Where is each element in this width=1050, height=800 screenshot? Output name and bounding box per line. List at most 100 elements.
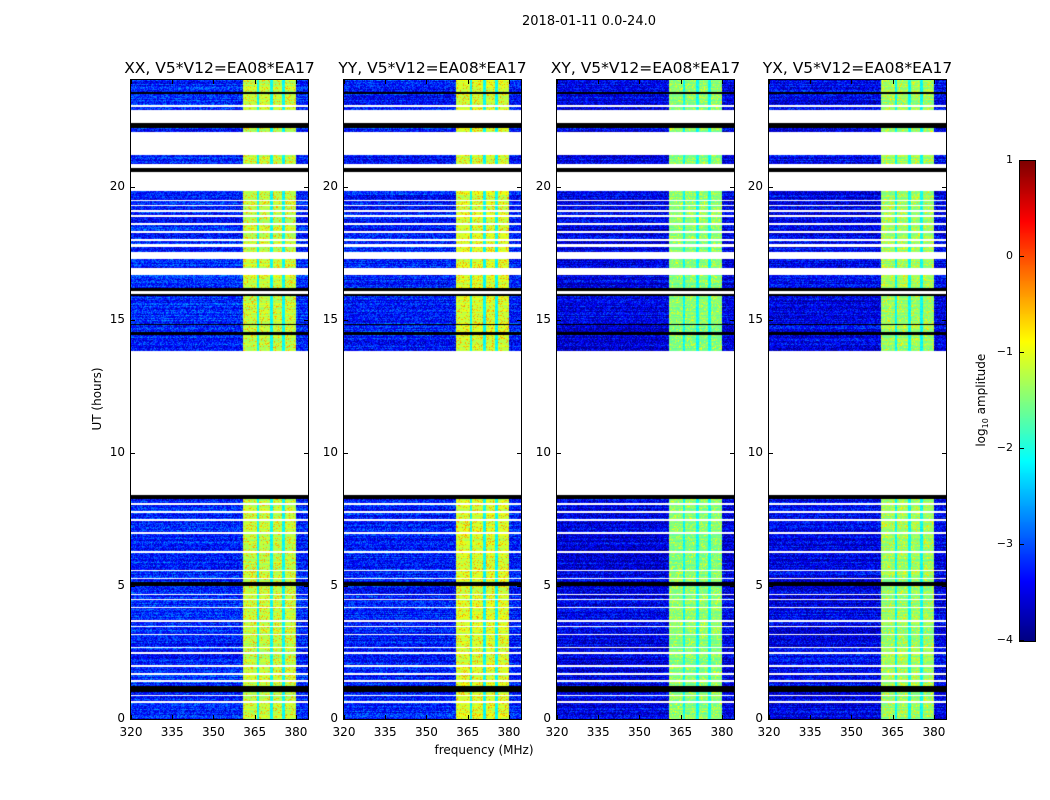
y-tick-label: 20	[535, 178, 551, 193]
y-tick-label: 20	[747, 178, 763, 193]
x-tick-mark	[680, 80, 682, 84]
y-tick-mark	[517, 452, 521, 454]
y-tick-mark	[304, 585, 308, 587]
y-tick-mark	[517, 186, 521, 188]
heatmap-image	[344, 80, 521, 719]
x-tick-mark	[769, 80, 770, 84]
colorbar-tick-mark	[1020, 160, 1024, 161]
y-tick-label: 10	[535, 444, 551, 459]
y-tick-mark	[344, 585, 348, 587]
x-axis-label: frequency (MHz)	[434, 743, 534, 757]
colorbar-tick-mark	[1020, 544, 1024, 545]
x-tick-label: 320	[119, 725, 143, 739]
x-tick-mark	[680, 715, 682, 719]
y-tick-mark	[304, 719, 308, 720]
y-tick-label: 0	[117, 711, 125, 725]
colorbar-tick-mark	[1020, 448, 1024, 449]
colorbar-tick-label: 0	[1006, 249, 1013, 262]
y-tick-label: 5	[543, 577, 551, 592]
x-tick-mark	[254, 715, 256, 719]
x-tick-mark	[721, 715, 723, 719]
x-tick-mark	[213, 715, 215, 719]
x-tick-mark	[131, 80, 132, 84]
x-tick-mark	[851, 80, 853, 84]
x-tick-label: 335	[160, 725, 184, 739]
colorbar-tick-mark	[1020, 640, 1024, 641]
y-axis-label: UT (hours)	[90, 367, 104, 431]
x-tick-mark	[344, 715, 345, 719]
y-tick-mark	[557, 585, 561, 587]
x-tick-mark	[892, 80, 894, 84]
heatmap-image	[557, 80, 734, 719]
x-tick-mark	[639, 715, 641, 719]
y-tick-label: 10	[109, 444, 125, 459]
x-tick-mark	[295, 80, 297, 84]
x-tick-mark	[213, 80, 215, 84]
figure-title: 2018-01-11 0.0-24.0	[522, 14, 656, 29]
y-tick-mark	[304, 319, 308, 321]
y-tick-mark	[769, 585, 773, 587]
y-tick-mark	[131, 186, 135, 188]
heatmap-image	[769, 80, 946, 719]
x-tick-label: 365	[456, 725, 480, 739]
y-tick-label: 20	[109, 178, 125, 193]
heatmap-panel-xy	[556, 79, 735, 720]
x-tick-mark	[467, 715, 469, 719]
x-tick-label: 320	[332, 725, 356, 739]
y-tick-mark	[517, 585, 521, 587]
colorbar-tick-label: 1	[1006, 153, 1013, 166]
x-tick-mark	[557, 715, 558, 719]
y-tick-label: 0	[755, 711, 763, 725]
x-tick-label: 320	[545, 725, 569, 739]
y-tick-mark	[557, 319, 561, 321]
colorbar-tick-label: −3	[996, 537, 1013, 550]
y-tick-mark	[344, 719, 348, 720]
y-tick-label: 5	[755, 577, 763, 592]
y-tick-mark	[557, 452, 561, 454]
panel-title: YY, V5*V12=EA08*EA17	[338, 59, 527, 77]
x-tick-mark	[385, 715, 387, 719]
x-tick-mark	[810, 715, 812, 719]
y-tick-mark	[730, 319, 734, 321]
x-tick-label: 320	[757, 725, 781, 739]
y-tick-mark	[304, 186, 308, 188]
y-tick-mark	[517, 719, 521, 720]
y-tick-mark	[942, 585, 946, 587]
x-tick-mark	[385, 80, 387, 84]
x-tick-label: 335	[373, 725, 397, 739]
panel-title: XY, V5*V12=EA08*EA17	[550, 59, 741, 77]
x-tick-mark	[933, 715, 935, 719]
x-tick-label: 380	[922, 725, 946, 739]
y-tick-mark	[131, 585, 135, 587]
panel-title: YX, V5*V12=EA08*EA17	[762, 59, 953, 77]
x-tick-mark	[598, 715, 600, 719]
x-tick-label: 335	[586, 725, 610, 739]
x-tick-mark	[426, 715, 428, 719]
x-tick-mark	[557, 80, 558, 84]
heatmap-image	[131, 80, 308, 719]
x-tick-label: 380	[710, 725, 734, 739]
y-tick-label: 0	[330, 711, 338, 725]
x-tick-label: 350	[628, 725, 651, 739]
y-tick-mark	[344, 319, 348, 321]
y-tick-label: 10	[322, 444, 338, 459]
colorbar	[1019, 160, 1036, 642]
y-tick-mark	[942, 452, 946, 454]
y-tick-mark	[344, 186, 348, 188]
y-tick-mark	[131, 319, 135, 321]
x-tick-mark	[172, 80, 174, 84]
y-tick-label: 5	[330, 577, 338, 592]
x-tick-mark	[810, 80, 812, 84]
x-tick-label: 380	[497, 725, 521, 739]
colorbar-tick-label: −4	[996, 633, 1013, 646]
x-tick-mark	[639, 80, 641, 84]
y-tick-mark	[730, 719, 734, 720]
heatmap-panel-yx	[768, 79, 947, 720]
y-tick-mark	[769, 452, 773, 454]
x-tick-mark	[892, 715, 894, 719]
x-tick-label: 365	[669, 725, 693, 739]
y-tick-mark	[942, 186, 946, 188]
x-tick-label: 335	[798, 725, 822, 739]
y-tick-label: 20	[322, 178, 338, 193]
